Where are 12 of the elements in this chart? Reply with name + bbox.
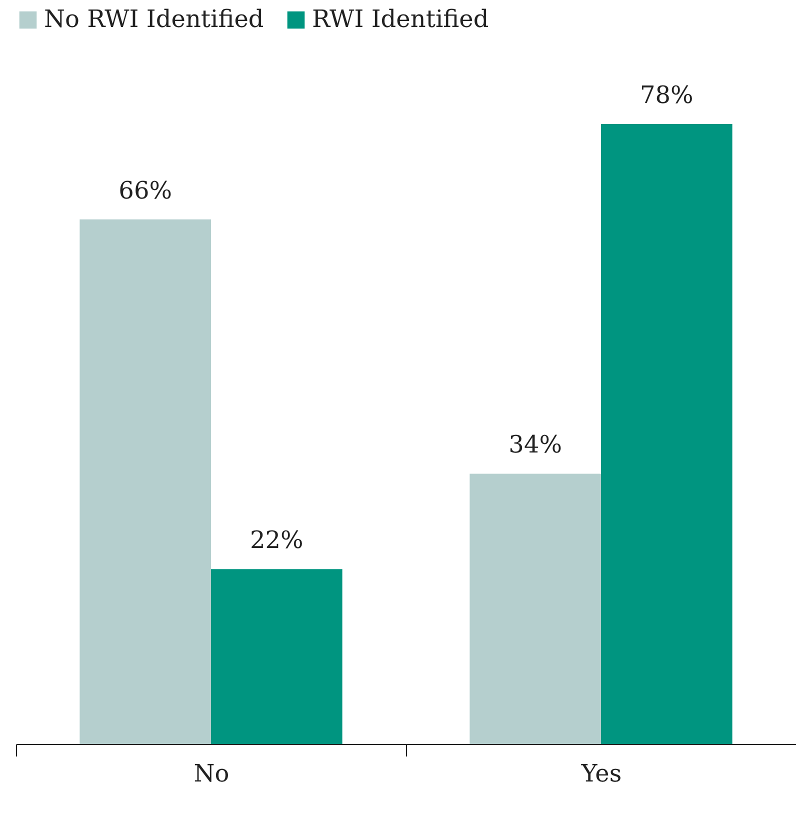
x-tick-label: Yes <box>580 760 622 788</box>
bar <box>80 219 211 744</box>
bar <box>601 124 732 744</box>
data-label: 78% <box>640 81 694 109</box>
bar <box>211 569 342 744</box>
data-label: 66% <box>118 176 172 204</box>
data-label: 34% <box>508 430 562 459</box>
bar <box>470 474 601 744</box>
legend-label: RWI Identified <box>312 5 489 33</box>
data-label: 22% <box>250 526 304 554</box>
x-tick-label: No <box>194 760 230 788</box>
legend-label: No RWI Identified <box>44 5 264 33</box>
